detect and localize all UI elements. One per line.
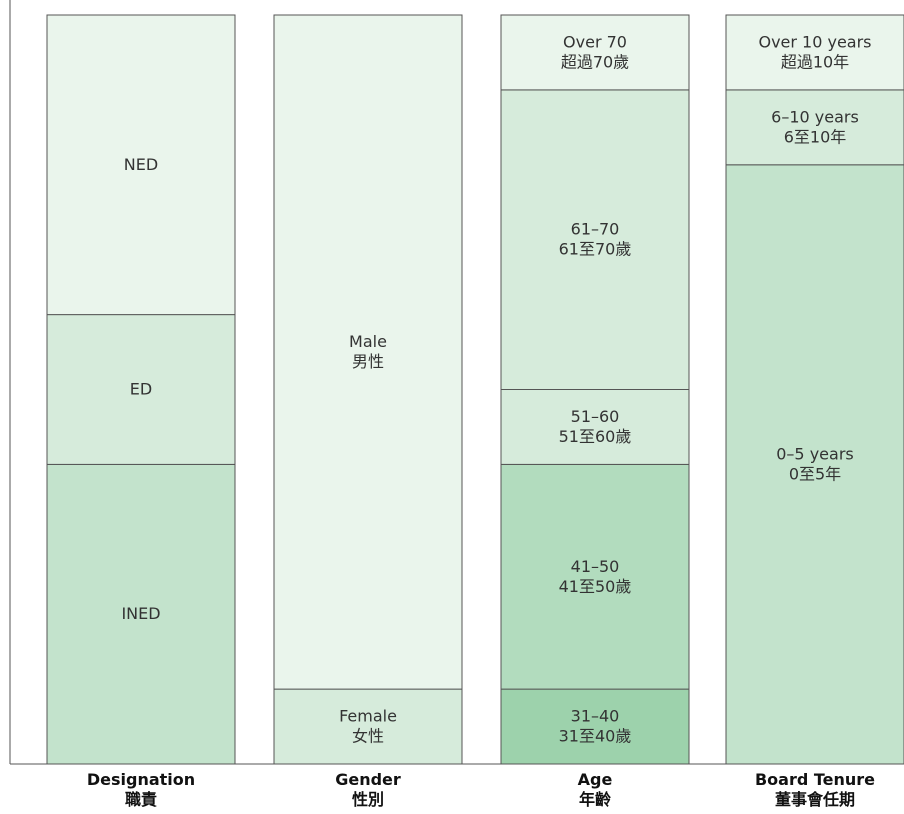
segment-label-line: 超過70歲 bbox=[561, 52, 629, 71]
segment-label: 6–10 years 6至10年 bbox=[771, 107, 859, 146]
bar-segment bbox=[273, 14, 463, 690]
segment-label: 51–60 51至60歲 bbox=[559, 407, 632, 446]
segment-labels: INED ED NED Female 女性 Male 男性 31–40 31至40歲 41–50 4… bbox=[121, 32, 871, 745]
bar-segment bbox=[725, 89, 904, 166]
segment-label: INED bbox=[121, 604, 160, 623]
segment-label: 31–40 31至40歲 bbox=[559, 707, 632, 746]
segment-label-line: Female bbox=[339, 707, 397, 726]
segment-label-line: 61至70歲 bbox=[559, 240, 632, 259]
category-labels: Designation 職責 Gender 性別 Age 年齡 Board Tenure 董事… bbox=[87, 770, 875, 809]
category-label-line: 董事會任期 bbox=[775, 790, 855, 809]
category-label-line: 職責 bbox=[125, 790, 157, 809]
segment-label-line: 男性 bbox=[352, 352, 384, 371]
segment-label-line: 61–70 bbox=[571, 220, 620, 239]
category-label: Gender 性別 bbox=[335, 770, 401, 809]
bar-segment bbox=[500, 89, 690, 391]
category-label-line: Age bbox=[578, 770, 613, 789]
segment-label-line: 51至60歲 bbox=[559, 427, 632, 446]
segment-label: ED bbox=[130, 380, 152, 399]
segment-label-line: 31–40 bbox=[571, 707, 620, 726]
segment-label-line: INED bbox=[121, 604, 160, 623]
segment-label-line: Over 70 bbox=[563, 32, 627, 51]
bar-segment bbox=[500, 14, 690, 91]
category-label-line: Gender bbox=[335, 770, 401, 789]
bar-segment bbox=[725, 164, 904, 765]
segment-label: Male 男性 bbox=[349, 332, 387, 371]
category-label-line: Designation bbox=[87, 770, 195, 789]
bar-segment bbox=[725, 14, 904, 91]
bar-segment bbox=[500, 463, 690, 690]
segment-label-line: ED bbox=[130, 380, 152, 399]
category-label: Age 年齡 bbox=[578, 770, 613, 809]
segment-label-line: NED bbox=[124, 155, 158, 174]
segment-label-line: 41至50歲 bbox=[559, 577, 632, 596]
segment-label-line: 超過10年 bbox=[781, 52, 849, 71]
segment-label-line: 0至5年 bbox=[789, 464, 841, 483]
segment-label: Over 10 years 超過10年 bbox=[758, 32, 871, 71]
segment-label: NED bbox=[124, 155, 158, 174]
stacked-columns bbox=[46, 14, 904, 765]
bar-segment bbox=[46, 14, 236, 316]
segment-label-line: 6至10年 bbox=[784, 127, 847, 146]
segment-label-line: 0–5 years bbox=[776, 444, 853, 463]
bar-segment bbox=[500, 688, 690, 765]
segment-label: 41–50 41至50歲 bbox=[559, 557, 632, 596]
segment-label-line: 31至40歲 bbox=[559, 727, 632, 746]
segment-label-line: Male bbox=[349, 332, 387, 351]
segment-label: Female 女性 bbox=[339, 707, 397, 746]
segment-label-line: 6–10 years bbox=[771, 107, 859, 126]
segment-label-line: Over 10 years bbox=[758, 32, 871, 51]
bar-segment bbox=[500, 389, 690, 465]
category-label-line: Board Tenure bbox=[755, 770, 875, 789]
segment-label-line: 41–50 bbox=[571, 557, 620, 576]
category-label: Board Tenure 董事會任期 bbox=[755, 770, 875, 809]
segment-label: 0–5 years 0至5年 bbox=[776, 444, 853, 483]
category-label: Designation 職責 bbox=[87, 770, 195, 809]
segment-label: Over 70 超過70歲 bbox=[561, 32, 629, 71]
category-label-line: 年齡 bbox=[579, 790, 611, 809]
bar-segment bbox=[273, 688, 463, 765]
segment-label-line: 51–60 bbox=[571, 407, 620, 426]
segment-label-line: 女性 bbox=[352, 727, 384, 746]
category-label-line: 性別 bbox=[352, 790, 384, 809]
bar-segment bbox=[46, 463, 236, 765]
segment-label: 61–70 61至70歲 bbox=[559, 220, 632, 259]
